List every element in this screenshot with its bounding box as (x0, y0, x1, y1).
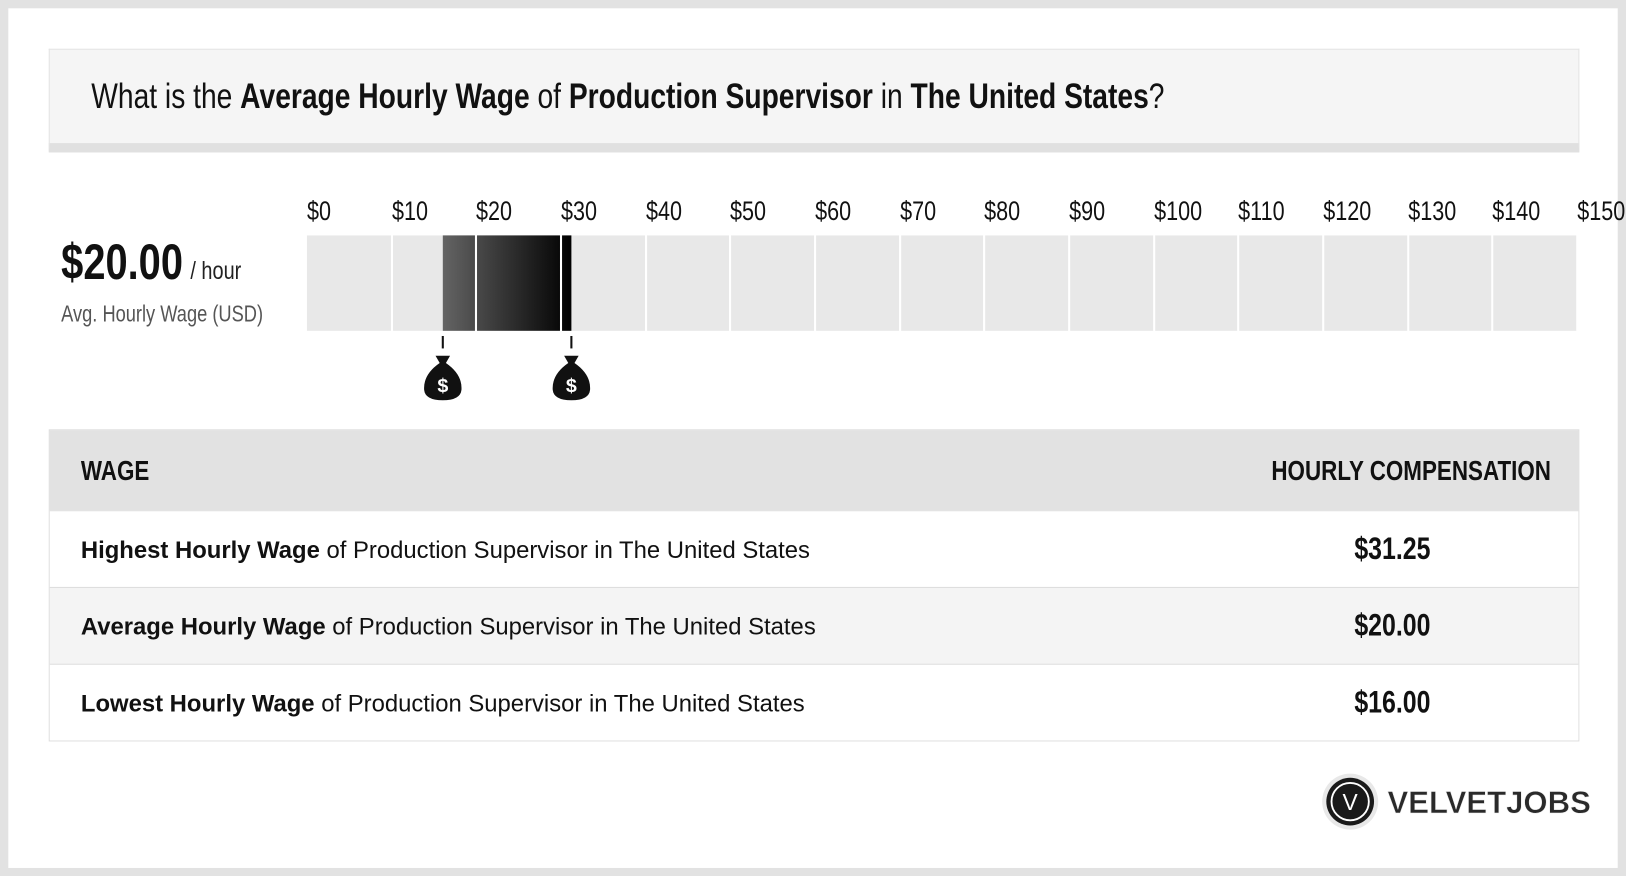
tick-label: $30 (561, 194, 598, 227)
scale-segment (1408, 235, 1492, 331)
tick-label: $100 (1153, 194, 1202, 227)
wage-range-fill (477, 235, 560, 331)
scale-segment (306, 235, 391, 331)
row-label: Average Hourly Wage (80, 612, 326, 640)
money-bag-icon: $ (552, 354, 591, 407)
tick-label: $60 (815, 194, 852, 227)
tick-label: $10 (391, 194, 428, 227)
tick-label: $140 (1492, 194, 1541, 227)
scale-segment (1324, 235, 1407, 331)
wage-table: WAGE HOURLY COMPENSATION Highest Hourly … (48, 429, 1580, 742)
tick-label: $130 (1407, 194, 1456, 227)
svg-text:$: $ (566, 375, 577, 397)
scale-segment (985, 235, 1069, 331)
tick-label: $0 (306, 194, 331, 227)
scale-segment (1154, 235, 1238, 331)
tick-label: $120 (1323, 194, 1372, 227)
unit-label: / hour (190, 257, 242, 286)
svg-text:VELVETJOBS: VELVETJOBS (1388, 785, 1591, 820)
tick-label: $80 (984, 194, 1021, 227)
scale-segment (816, 235, 899, 331)
wage-range-fill (562, 235, 572, 331)
tick-label: $70 (899, 194, 936, 227)
table-row: Lowest Hourly Wage of Production Supervi… (49, 663, 1579, 741)
row-label: Lowest Hourly Wage (80, 689, 315, 717)
table-header: WAGE HOURLY COMPENSATION (49, 430, 1579, 511)
header-wage: WAGE (80, 455, 150, 487)
tick-label: $40 (645, 194, 682, 227)
scale-segment (562, 235, 645, 331)
tick-label: $90 (1069, 194, 1106, 227)
scale-segment (900, 235, 984, 331)
scale-segment (1239, 235, 1323, 331)
row-value: $20.00 (1354, 608, 1431, 643)
average-label: Avg. Hourly Wage (USD) (61, 300, 264, 327)
scale-segment (1070, 235, 1153, 331)
money-bag-icon: $ (423, 354, 462, 407)
page-title: What is the Average Hourly Wage of Produ… (91, 76, 1165, 117)
row-desc: of Production Supervisor in The United S… (325, 612, 816, 640)
table-row: Highest Hourly Wage of Production Superv… (49, 510, 1579, 587)
tick-label: $110 (1238, 194, 1285, 227)
row-desc: of Production Supervisor in The United S… (314, 689, 805, 717)
marker-line (570, 335, 573, 349)
header-hourly-compensation: HOURLY COMPENSATION (1271, 455, 1551, 487)
row-label: Highest Hourly Wage (80, 536, 320, 564)
svg-text:V: V (1343, 789, 1359, 815)
scale-segment (731, 235, 815, 331)
row-value: $31.25 (1354, 531, 1431, 567)
tick-label: $150+ (1577, 194, 1626, 227)
title-box: What is the Average Hourly Wage of Produ… (48, 48, 1580, 153)
velvetjobs-logo[interactable]: V VELVETJOBS (1321, 773, 1591, 840)
row-desc: of Production Supervisor in The United S… (319, 536, 810, 564)
marker-line (441, 335, 444, 349)
table-row: Average Hourly Wage of Production Superv… (49, 586, 1579, 664)
tick-label: $50 (730, 194, 767, 227)
average-wage: $20.00 / hour (61, 234, 286, 291)
row-value: $16.00 (1354, 685, 1431, 720)
average-value: $20.00 (61, 235, 183, 291)
wage-range-fill (442, 235, 476, 331)
tick-label: $20 (476, 194, 513, 227)
svg-text:$: $ (437, 375, 448, 397)
scale-segment (646, 235, 730, 331)
scale-segment (1493, 235, 1577, 331)
